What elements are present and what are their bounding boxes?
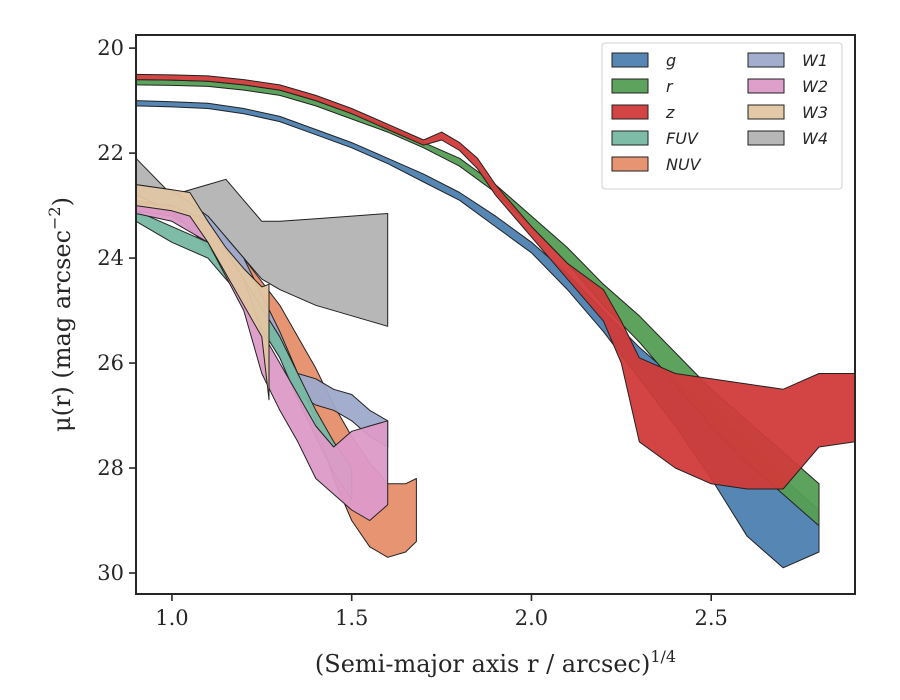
x-tick-label: 1.5 xyxy=(335,606,368,630)
y-tick-label: 20 xyxy=(97,36,124,60)
y-axis-label-suffix: ) xyxy=(48,197,76,206)
legend-label-w3: W3 xyxy=(802,103,828,122)
axis-ticks: 1.0 1.5 2.0 2.5 20 22 24 26 28 30 xyxy=(97,36,728,630)
y-tick-label: 30 xyxy=(97,561,124,585)
y-axis-label-exponent: −2 xyxy=(45,206,64,230)
legend-label-nuv: NUV xyxy=(666,155,702,174)
legend-swatch-r xyxy=(611,78,649,94)
x-axis-label-exponent: 1/4 xyxy=(650,647,676,666)
x-axis-label: (Semi-major axis r / arcsec)1/4 xyxy=(315,647,676,678)
band-g xyxy=(135,100,820,569)
legend-label-r: r xyxy=(666,77,674,96)
legend-label-fuv: FUV xyxy=(666,129,699,148)
legend-swatch-w3 xyxy=(747,104,785,120)
x-tick-label: 2.5 xyxy=(694,606,727,630)
legend-label-z: z xyxy=(665,103,675,122)
legend-label-w1: W1 xyxy=(802,51,828,70)
legend-swatch-nuv xyxy=(611,156,649,172)
y-tick-label: 22 xyxy=(97,141,124,165)
y-tick-label: 26 xyxy=(97,351,124,375)
legend-label-w4: W4 xyxy=(802,129,828,148)
legend-label-g: g xyxy=(666,51,676,70)
axes-frame xyxy=(135,34,856,595)
y-tick-label: 28 xyxy=(97,456,124,480)
legend-swatch-fuv xyxy=(611,130,649,146)
y-tick-label: 24 xyxy=(97,246,124,270)
profile-bands xyxy=(135,73,856,569)
legend: grz FUV NUV W1 W2 W3 W4 xyxy=(601,42,843,190)
band-w3 xyxy=(135,184,270,401)
x-tick-label: 1.0 xyxy=(155,606,188,630)
legend-swatch-w1 xyxy=(747,52,785,68)
legend-swatch-z xyxy=(611,104,649,120)
legend-label-w2: W2 xyxy=(802,77,828,96)
y-axis-label: μ(r) (mag arcsec−2) xyxy=(45,197,76,432)
x-tick-label: 2.0 xyxy=(515,606,548,630)
legend-swatch-g xyxy=(611,52,649,68)
legend-swatch-w2 xyxy=(747,78,785,94)
legend-swatch-w4 xyxy=(747,130,785,146)
